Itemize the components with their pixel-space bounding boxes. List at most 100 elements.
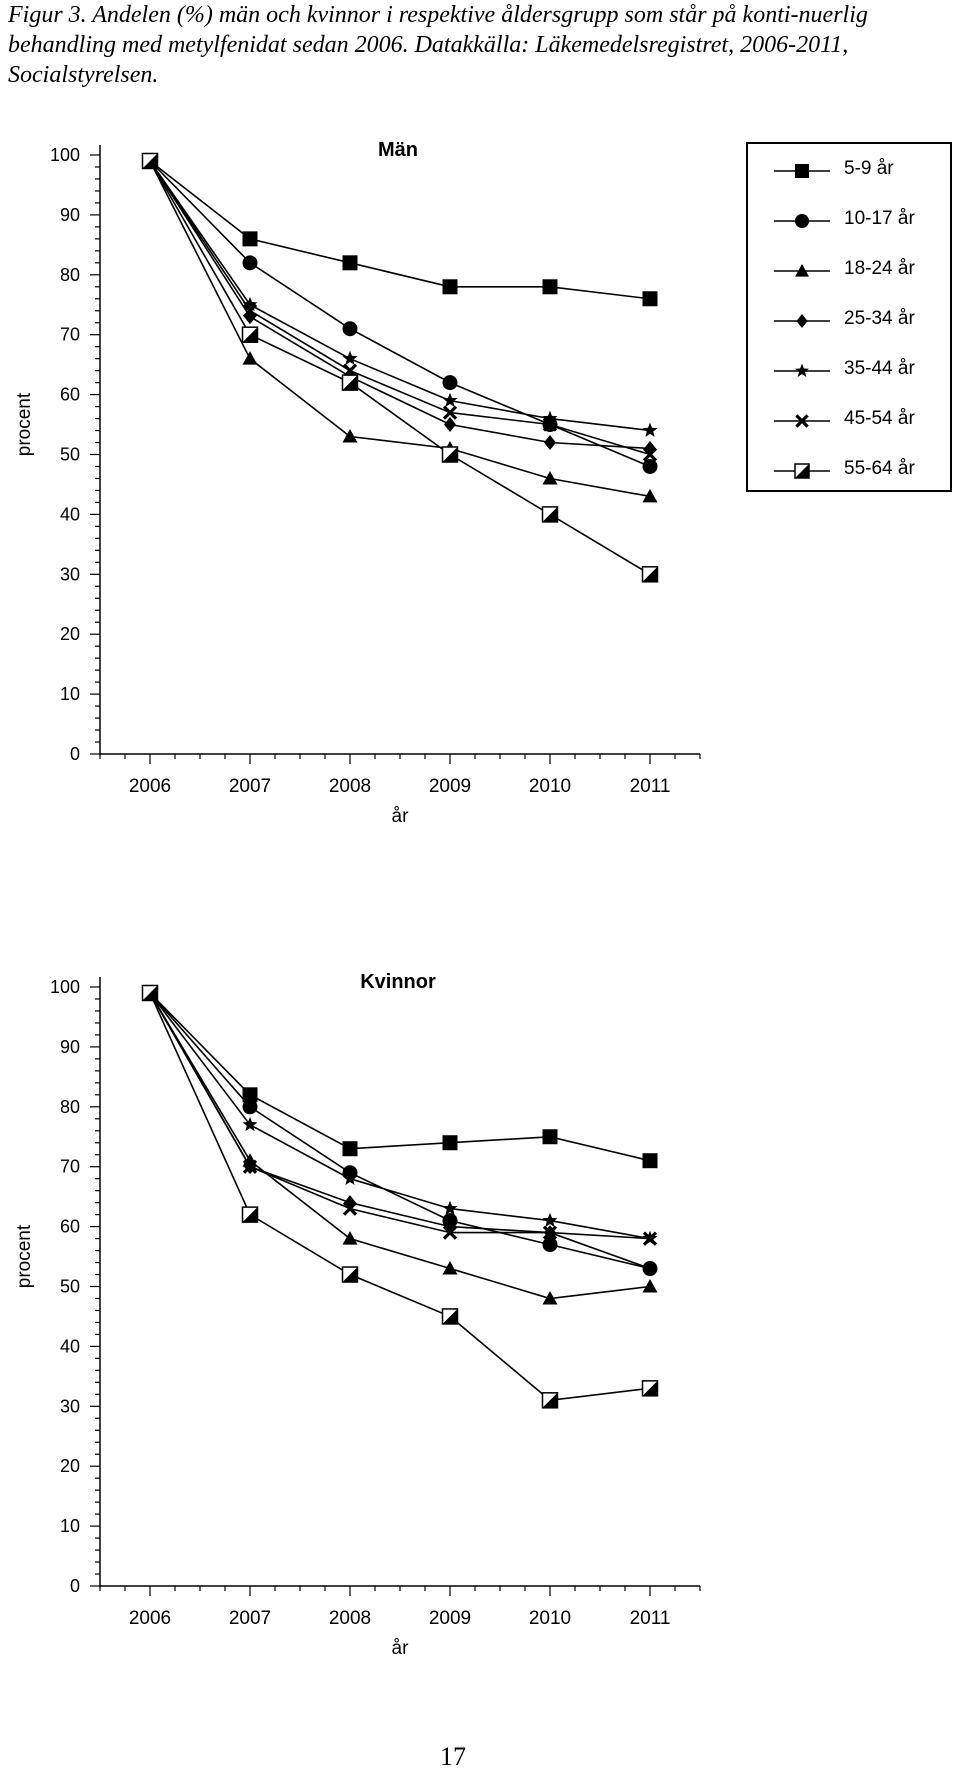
data-point	[442, 1261, 458, 1275]
x-axis-label: år	[392, 1638, 410, 1659]
series-10-17-år	[142, 985, 658, 1277]
series-line	[149, 160, 651, 575]
data-point	[442, 279, 458, 295]
data-point	[342, 1231, 358, 1245]
data-point	[244, 309, 256, 325]
legend-marker-diamond-filled-icon	[774, 314, 830, 328]
chart-man: 0 10 20 30 40 50 60 70 80 90 100 2006 2007 2008 2009 20…	[0, 130, 740, 830]
series-line	[149, 160, 651, 300]
data-point	[141, 984, 159, 1002]
series-line	[149, 160, 651, 450]
data-point	[642, 422, 658, 437]
data-point	[342, 255, 358, 271]
series-5-9-år	[142, 985, 658, 1169]
chart-title: Kvinnor	[360, 971, 436, 993]
y-tick-label: 70	[60, 325, 80, 345]
data-point	[542, 1290, 558, 1305]
legend-label: 10-17 år	[844, 208, 915, 229]
y-tick-label: 50	[60, 445, 80, 465]
data-point	[441, 446, 459, 463]
y-tick-label: 80	[60, 265, 80, 285]
x-tick-label: 2009	[429, 1608, 471, 1629]
legend-marker	[795, 214, 809, 228]
series-55-64-år	[141, 152, 659, 583]
data-point	[242, 351, 258, 365]
legend-marker	[796, 314, 808, 328]
data-point	[542, 1237, 558, 1253]
data-point	[342, 1170, 358, 1186]
legend-item-35-44: 35-44 år	[748, 348, 948, 398]
data-point	[442, 1225, 458, 1240]
data-point	[642, 488, 658, 503]
series-line	[149, 992, 651, 1270]
y-tick-label: 60	[60, 1217, 80, 1237]
x-tick-label: 2008	[329, 1608, 371, 1629]
data-point	[642, 1231, 658, 1246]
data-point	[242, 231, 258, 247]
y-tick-label: 0	[70, 744, 80, 764]
data-point	[442, 1135, 458, 1151]
data-point	[542, 279, 558, 295]
data-point	[442, 1200, 458, 1215]
data-point	[341, 1266, 359, 1283]
data-point	[542, 1212, 558, 1227]
legend-label: 45-54 år	[844, 408, 915, 429]
chart-title: Män	[378, 139, 418, 161]
data-point	[641, 1380, 659, 1397]
y-tick-label: 60	[60, 385, 80, 405]
legend-marker-square-filled-icon	[774, 164, 830, 178]
data-point	[344, 1195, 356, 1211]
series-line	[149, 160, 651, 456]
series-line	[149, 160, 651, 498]
legend-item-18-24: 18-24 år	[748, 248, 948, 298]
legend-marker-square-half-icon	[774, 463, 830, 479]
x-tick-label: 2011	[630, 776, 671, 797]
y-axis-label: procent	[14, 392, 35, 456]
data-point	[242, 1159, 258, 1174]
data-point	[442, 405, 458, 420]
chart-legend: 5-9 år 10-17 år 18-24 år 25-34 år 35-44 …	[746, 142, 952, 492]
data-point	[444, 417, 456, 433]
y-tick-label: 10	[60, 1516, 80, 1536]
legend-marker-x-cross-icon	[774, 414, 830, 428]
series-45-54-år	[142, 153, 658, 462]
legend-item-55-64: 55-64 år	[748, 448, 948, 498]
legend-item-45-54: 45-54 år	[748, 398, 948, 448]
data-point	[342, 1141, 358, 1157]
series-45-54-år	[142, 985, 658, 1246]
y-tick-label: 30	[60, 1396, 80, 1416]
data-point	[642, 1279, 658, 1293]
data-point	[642, 458, 658, 474]
legend-label: 55-64 år	[844, 458, 915, 479]
data-point	[342, 321, 358, 337]
legend-label: 5-9 år	[844, 158, 894, 179]
chart-kvinnor: 0 10 20 30 40 50 60 70 80 90 100 2006 2007 2008 2009 20…	[0, 962, 740, 1662]
legend-marker	[795, 264, 809, 277]
series-line	[149, 160, 651, 468]
data-point	[644, 1261, 656, 1277]
x-tick-label: 2009	[429, 776, 471, 797]
data-point	[341, 374, 359, 391]
figure-caption: Figur 3. Andelen (%) män och kvinnor i r…	[8, 2, 868, 88]
data-point	[442, 375, 458, 391]
data-point	[541, 1392, 559, 1409]
data-point	[442, 392, 458, 407]
series-line	[149, 992, 651, 1402]
data-point	[541, 506, 559, 523]
data-point	[242, 1116, 258, 1132]
legend-marker-star-icon	[774, 363, 830, 377]
series-35-44-år	[142, 153, 658, 437]
data-point	[641, 566, 659, 583]
data-point	[642, 1153, 658, 1169]
x-tick-label: 2011	[630, 1608, 671, 1629]
legend-marker-triangle-filled-icon	[774, 264, 830, 277]
chart-svg-0: 0 10 20 30 40 50 60 70 80 90 100 2006 2007 2008 2009 20…	[14, 139, 701, 827]
legend-item-10-17: 10-17 år	[748, 198, 948, 248]
y-tick-label: 100	[50, 977, 80, 997]
series-10-17-år	[142, 153, 658, 474]
y-tick-label: 0	[70, 1576, 80, 1596]
x-tick-label: 2006	[129, 776, 171, 797]
data-point	[241, 326, 259, 343]
data-point	[141, 152, 159, 170]
data-point	[241, 1206, 259, 1223]
